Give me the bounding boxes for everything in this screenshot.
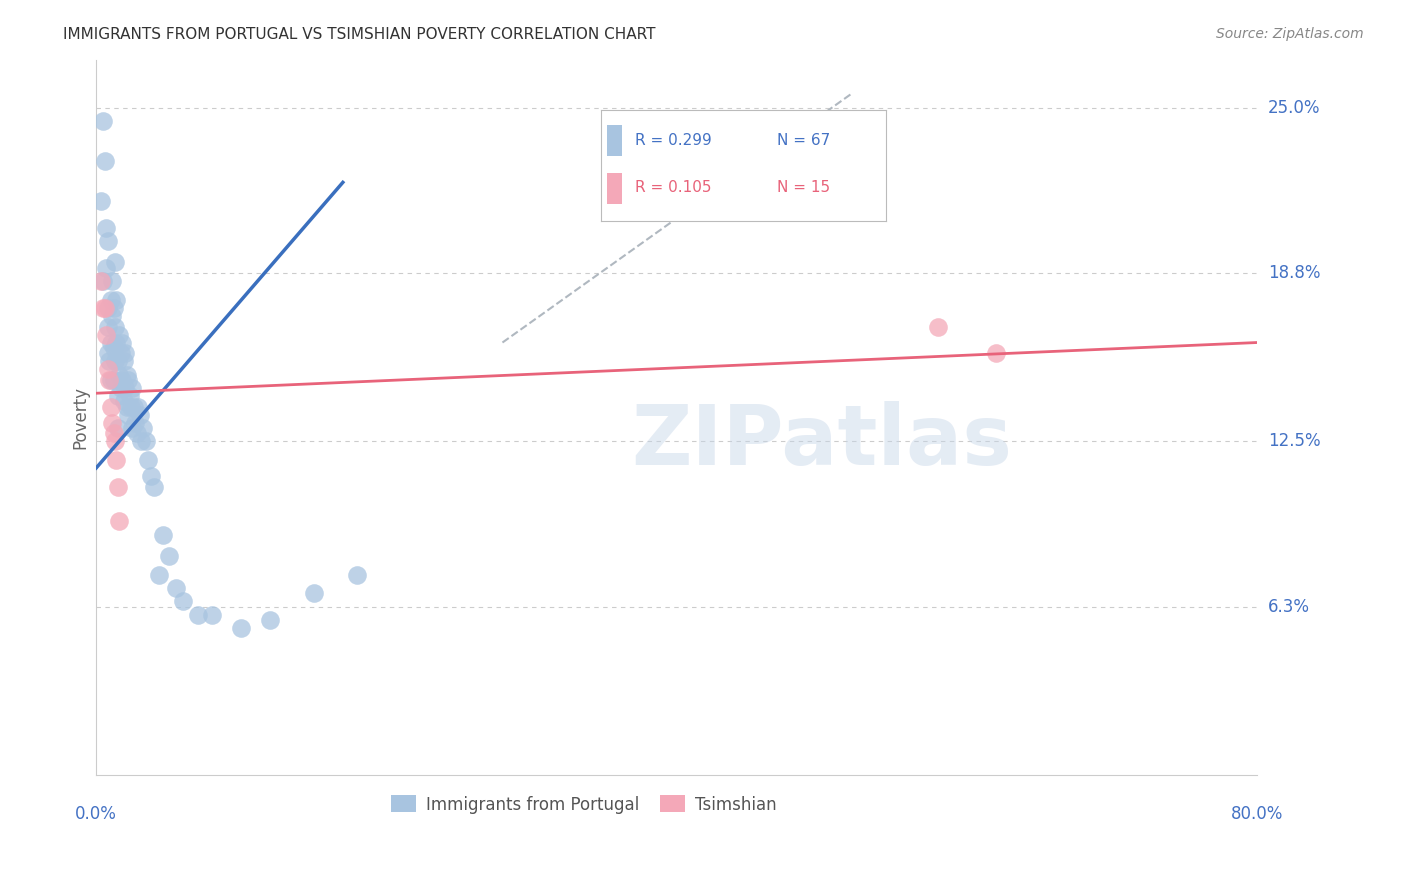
Text: ZIPatlas: ZIPatlas (631, 401, 1012, 482)
Point (105, 335, 128, 350)
Point (110, 381, 132, 395)
Point (927, 319, 949, 334)
Point (108, 514, 131, 528)
Point (134, 434, 156, 449)
Point (111, 373, 134, 387)
Y-axis label: Poverty: Poverty (72, 385, 89, 449)
Point (100, 373, 122, 387)
Point (107, 480, 129, 494)
Point (96, 327, 118, 342)
Point (90, 274, 112, 288)
Point (128, 408, 150, 422)
Point (100, 400, 122, 414)
Point (105, 453, 128, 467)
Point (108, 327, 131, 342)
Point (98, 373, 121, 387)
Point (111, 335, 134, 350)
Text: 25.0%: 25.0% (1268, 99, 1320, 117)
Point (125, 426, 148, 441)
Point (101, 416, 124, 430)
Point (127, 400, 149, 414)
Point (115, 368, 138, 382)
Point (101, 309, 124, 323)
Point (96, 260, 118, 275)
Point (157, 549, 180, 563)
Point (101, 274, 124, 288)
Point (141, 469, 163, 483)
Point (103, 373, 125, 387)
Point (118, 389, 141, 403)
Point (104, 434, 127, 449)
Text: 18.8%: 18.8% (1268, 264, 1320, 282)
Point (103, 426, 125, 441)
Point (104, 319, 127, 334)
Point (112, 394, 135, 409)
Point (121, 381, 143, 395)
Point (103, 341, 125, 355)
Point (107, 421, 129, 435)
Point (103, 301, 125, 315)
Point (93, 301, 115, 315)
Point (114, 346, 136, 360)
Text: IMMIGRANTS FROM PORTUGAL VS TSIMSHIAN POVERTY CORRELATION CHART: IMMIGRANTS FROM PORTUGAL VS TSIMSHIAN PO… (63, 27, 655, 42)
Point (105, 293, 128, 307)
Point (121, 421, 143, 435)
Point (93, 114, 115, 128)
Point (90, 194, 112, 208)
Point (104, 255, 127, 269)
Point (100, 335, 122, 350)
Text: Source: ZipAtlas.com: Source: ZipAtlas.com (1216, 27, 1364, 41)
Point (112, 354, 135, 368)
Point (97, 319, 120, 334)
Point (138, 453, 160, 467)
Point (231, 621, 253, 635)
Point (110, 346, 132, 360)
Point (259, 613, 281, 627)
Point (114, 381, 136, 395)
Point (302, 586, 325, 600)
Point (98, 354, 121, 368)
Point (107, 354, 129, 368)
Point (984, 346, 1007, 360)
Text: 0.0%: 0.0% (76, 805, 117, 823)
Point (97, 301, 120, 315)
Point (131, 421, 153, 435)
Point (93, 274, 115, 288)
Point (172, 594, 194, 608)
Point (124, 416, 146, 430)
Point (117, 373, 139, 387)
Point (94, 301, 117, 315)
Point (148, 567, 170, 582)
Point (201, 607, 224, 622)
Point (120, 400, 142, 414)
Point (100, 293, 122, 307)
Point (94, 154, 117, 169)
Text: 6.3%: 6.3% (1268, 598, 1310, 615)
Point (104, 354, 127, 368)
Text: 12.5%: 12.5% (1268, 433, 1320, 450)
Text: 80.0%: 80.0% (1230, 805, 1284, 823)
Point (129, 434, 152, 449)
Point (96, 220, 118, 235)
Point (165, 581, 187, 595)
Point (97, 234, 120, 248)
Point (97, 362, 120, 376)
Point (346, 567, 368, 582)
Point (107, 389, 129, 403)
Point (152, 527, 174, 541)
Point (187, 607, 209, 622)
Point (143, 480, 166, 494)
Legend: Immigrants from Portugal, Tsimshian: Immigrants from Portugal, Tsimshian (385, 789, 783, 821)
Point (97, 346, 120, 360)
Point (108, 368, 131, 382)
Point (115, 400, 138, 414)
Point (117, 408, 139, 422)
Point (122, 400, 145, 414)
